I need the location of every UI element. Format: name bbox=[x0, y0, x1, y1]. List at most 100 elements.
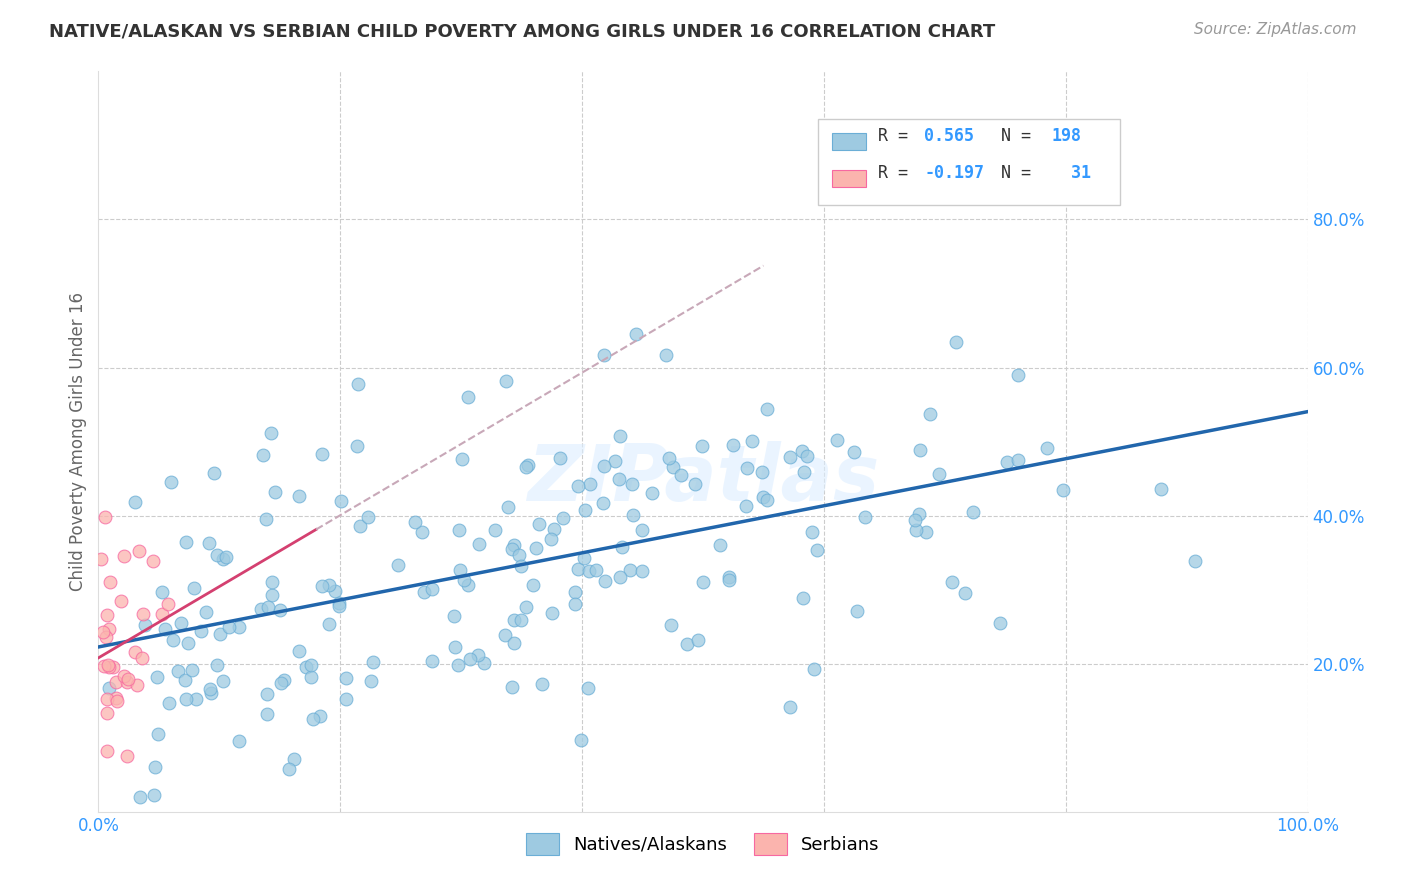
Point bbox=[941, 575, 963, 590]
Point bbox=[250, 602, 273, 616]
Point bbox=[846, 603, 869, 617]
Point bbox=[494, 628, 516, 642]
Text: 31: 31 bbox=[1052, 164, 1091, 182]
Point bbox=[793, 465, 815, 479]
Point bbox=[709, 538, 731, 552]
Point bbox=[124, 495, 146, 509]
Point bbox=[509, 613, 531, 627]
Point bbox=[690, 439, 713, 453]
Point bbox=[311, 447, 333, 461]
Point bbox=[686, 633, 709, 648]
Point bbox=[908, 442, 931, 457]
Point bbox=[515, 459, 537, 474]
Point bbox=[779, 450, 801, 465]
Point bbox=[96, 630, 118, 644]
Point bbox=[904, 523, 927, 537]
Point bbox=[127, 678, 149, 692]
Point bbox=[128, 543, 150, 558]
Point bbox=[162, 633, 184, 648]
Point bbox=[218, 620, 240, 634]
Point bbox=[515, 599, 537, 614]
Point bbox=[522, 578, 544, 592]
Point bbox=[621, 508, 644, 523]
Point bbox=[918, 407, 941, 421]
Text: R =: R = bbox=[879, 164, 918, 182]
Point bbox=[467, 648, 489, 662]
Point bbox=[779, 700, 801, 714]
Point bbox=[692, 574, 714, 589]
Point bbox=[641, 486, 664, 500]
Point bbox=[443, 640, 465, 654]
Point bbox=[564, 585, 586, 599]
FancyBboxPatch shape bbox=[832, 133, 866, 150]
Point bbox=[209, 627, 232, 641]
Text: 198: 198 bbox=[1052, 127, 1081, 145]
Point bbox=[146, 727, 169, 741]
Point bbox=[115, 674, 138, 689]
Point bbox=[91, 624, 114, 639]
Point bbox=[256, 687, 278, 701]
Point bbox=[631, 523, 654, 537]
Point bbox=[335, 692, 357, 706]
Point bbox=[346, 377, 368, 392]
Point bbox=[420, 654, 443, 668]
Point bbox=[254, 511, 277, 525]
Point bbox=[501, 680, 523, 694]
Point bbox=[252, 449, 274, 463]
Point bbox=[683, 477, 706, 491]
Point bbox=[585, 563, 607, 577]
Point bbox=[150, 585, 173, 599]
Point bbox=[104, 690, 127, 705]
Point bbox=[143, 759, 166, 773]
Point bbox=[658, 451, 681, 466]
Point bbox=[361, 655, 384, 669]
Point bbox=[449, 523, 471, 537]
Point bbox=[97, 658, 120, 673]
Y-axis label: Child Poverty Among Girls Under 16: Child Poverty Among Girls Under 16 bbox=[69, 292, 87, 591]
Point bbox=[360, 673, 382, 688]
Point bbox=[564, 597, 586, 611]
Point bbox=[330, 494, 353, 508]
Point bbox=[995, 455, 1018, 469]
Point bbox=[176, 534, 198, 549]
Point bbox=[988, 616, 1011, 631]
Point bbox=[228, 620, 250, 634]
Point bbox=[96, 706, 118, 720]
Point bbox=[97, 622, 120, 636]
Point bbox=[451, 451, 474, 466]
Point bbox=[509, 559, 531, 574]
Point bbox=[277, 762, 299, 776]
Point bbox=[90, 551, 112, 566]
Point bbox=[174, 692, 197, 706]
Point bbox=[283, 752, 305, 766]
Point bbox=[184, 692, 207, 706]
Text: 0.565: 0.565 bbox=[924, 127, 974, 145]
Point bbox=[756, 401, 779, 416]
Point bbox=[624, 327, 647, 342]
Point bbox=[751, 465, 773, 479]
Point bbox=[953, 585, 976, 599]
Point bbox=[806, 542, 828, 557]
Point bbox=[270, 676, 292, 690]
Point bbox=[170, 615, 193, 630]
Point bbox=[183, 581, 205, 595]
Point bbox=[131, 650, 153, 665]
Point bbox=[346, 439, 368, 453]
Point bbox=[112, 549, 135, 564]
Point bbox=[630, 565, 652, 579]
Point bbox=[190, 624, 212, 639]
Point bbox=[1035, 441, 1057, 455]
Point bbox=[908, 507, 931, 521]
Point bbox=[661, 459, 683, 474]
Point bbox=[803, 662, 825, 676]
Point bbox=[496, 500, 519, 514]
Point bbox=[115, 749, 138, 764]
Point bbox=[654, 348, 676, 362]
Point bbox=[449, 563, 471, 577]
Point bbox=[150, 607, 173, 621]
Point bbox=[741, 434, 763, 449]
Point bbox=[387, 558, 409, 572]
Point bbox=[735, 461, 758, 475]
Point bbox=[117, 672, 139, 686]
Point bbox=[443, 608, 465, 623]
